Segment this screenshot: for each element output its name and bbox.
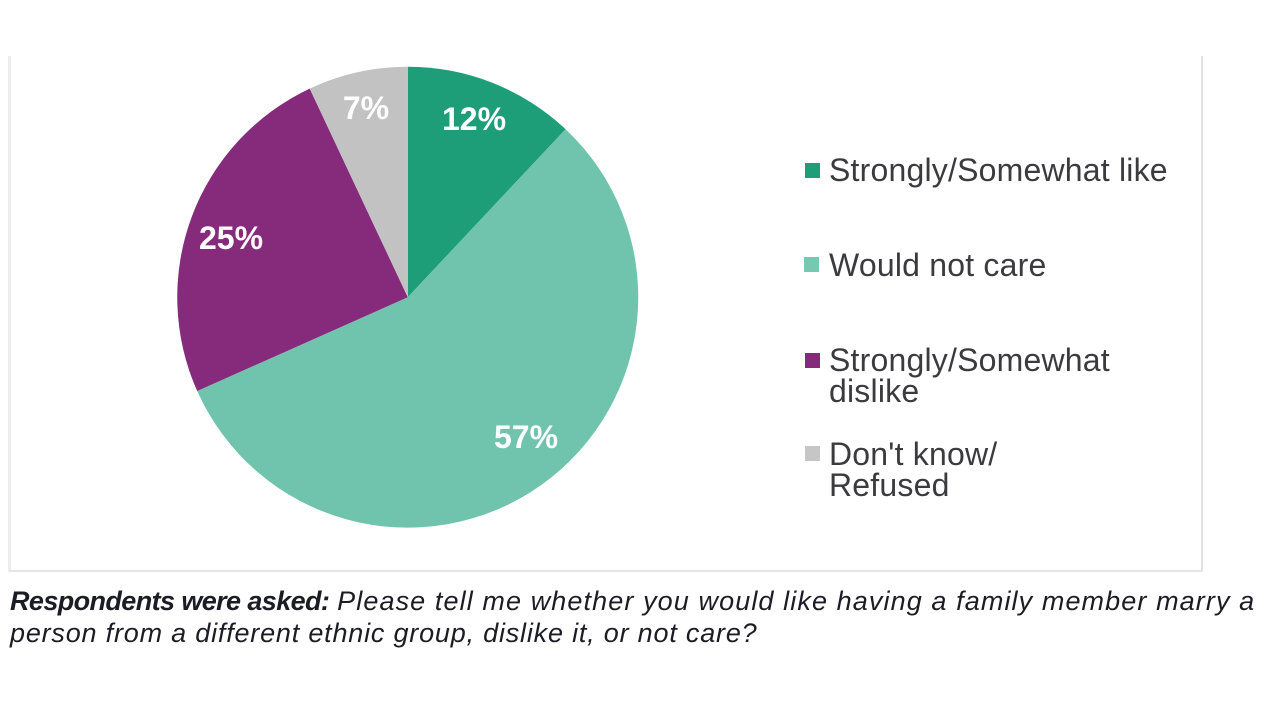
svg-text:12%: 12%	[442, 101, 506, 137]
svg-text:7%: 7%	[343, 90, 389, 126]
svg-text:25%: 25%	[199, 220, 263, 256]
svg-text:57%: 57%	[494, 419, 558, 455]
